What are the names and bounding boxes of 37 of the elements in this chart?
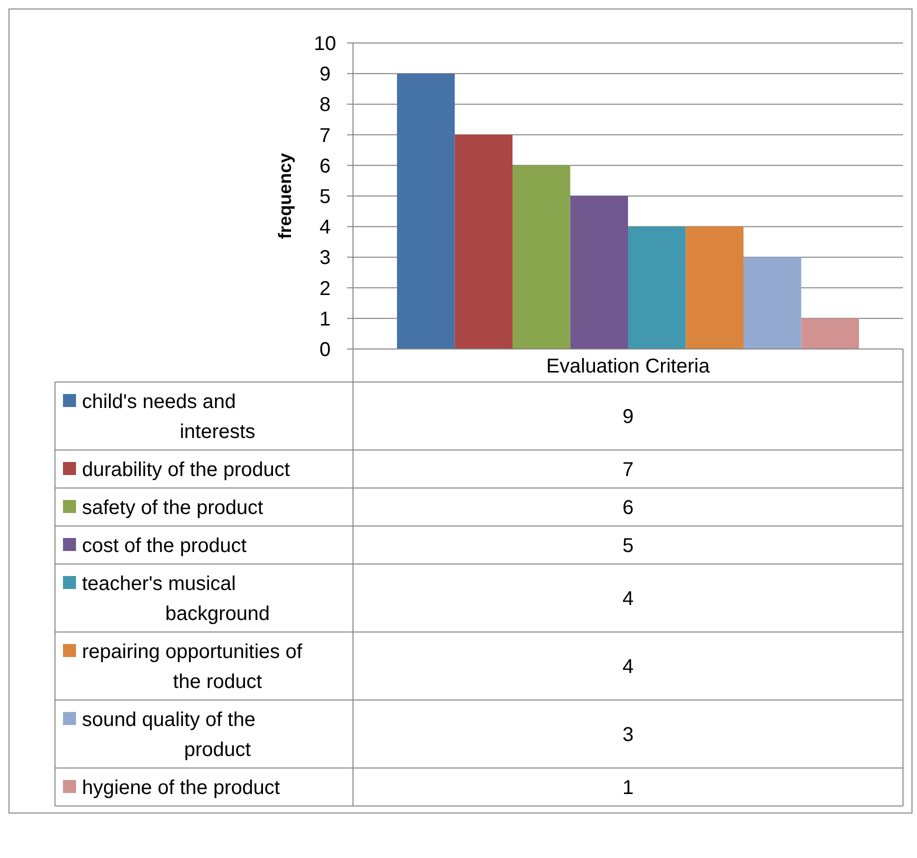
- text: 4: [622, 656, 634, 678]
- text: 1: [622, 777, 634, 799]
- bar: [628, 226, 686, 349]
- y-tick-label: 7: [319, 124, 331, 147]
- y-axis-title: frequency: [275, 152, 295, 240]
- bar: [686, 226, 744, 349]
- text: 3: [622, 724, 634, 746]
- text: 9: [622, 406, 634, 428]
- bar: [570, 196, 628, 349]
- bar: [744, 257, 802, 349]
- legend-label: repairing opportunities of the roduct: [82, 641, 303, 693]
- text: 4: [622, 588, 634, 610]
- legend-label: safety of the product: [82, 497, 264, 519]
- y-tick-label: 1: [319, 308, 331, 330]
- bar: [801, 318, 859, 349]
- y-tick-label: 8: [319, 94, 331, 116]
- y-tick-label: 3: [319, 247, 331, 270]
- y-tick-label: 9: [319, 64, 331, 86]
- legend-label: cost of the product: [82, 535, 247, 557]
- legend-label: durability of the product: [82, 459, 290, 481]
- y-tick-label: 6: [319, 155, 331, 178]
- y-tick-label: 2: [319, 278, 331, 300]
- text: 5: [622, 535, 634, 557]
- bar: [454, 134, 512, 349]
- y-tick-label: 0: [319, 339, 331, 361]
- legend-label: sound quality of the product: [82, 709, 256, 761]
- bar: [397, 74, 455, 349]
- legend-label: child's needs and interests: [82, 391, 256, 443]
- x-tick-label: Evaluation Criteria: [546, 356, 711, 378]
- y-tick-label: 10: [314, 33, 336, 55]
- bar: [512, 165, 570, 349]
- text: 6: [622, 497, 634, 519]
- y-tick-label: 4: [319, 216, 331, 239]
- text: 7: [622, 459, 634, 481]
- legend-label: teacher's musical background: [82, 573, 270, 625]
- legend-label: hygiene of the product: [82, 777, 280, 799]
- y-tick-label: 5: [319, 186, 331, 208]
